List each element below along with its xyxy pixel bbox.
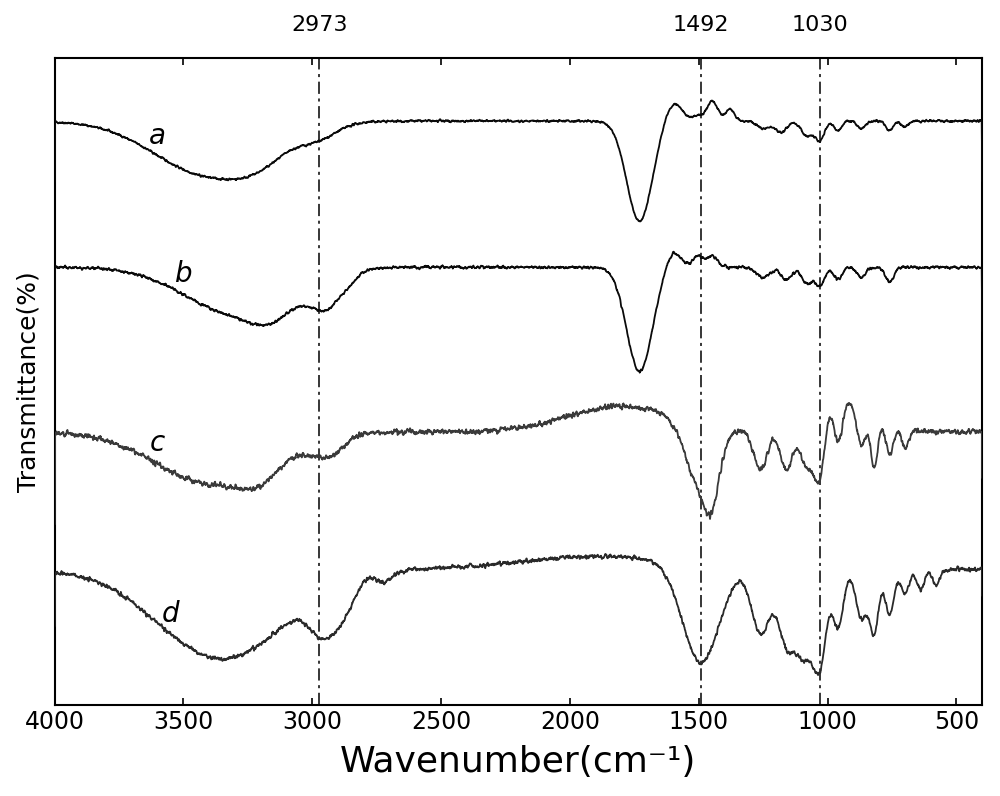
Text: d: d [162, 600, 179, 628]
Text: a: a [149, 122, 166, 150]
Text: 1492: 1492 [673, 15, 729, 36]
Text: c: c [150, 429, 165, 458]
Y-axis label: Transmittance(%): Transmittance(%) [17, 271, 41, 492]
Text: 2973: 2973 [291, 15, 347, 36]
Text: 1030: 1030 [792, 15, 848, 36]
Text: b: b [175, 260, 192, 288]
X-axis label: Wavenumber(cm⁻¹): Wavenumber(cm⁻¹) [340, 745, 697, 779]
